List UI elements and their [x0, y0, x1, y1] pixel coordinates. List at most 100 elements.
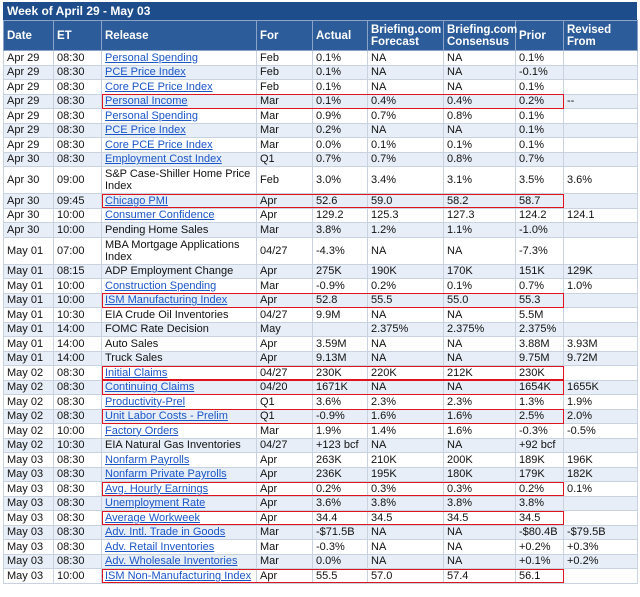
release-link[interactable]: Adv. Wholesale Inventories — [105, 555, 238, 568]
cell-for: 04/27 — [256, 437, 313, 453]
cell-revised: -0.5% — [563, 423, 638, 439]
release-link[interactable]: Chicago PMI — [105, 194, 168, 207]
cell-forecast: NA — [367, 437, 444, 453]
cell-et: 08:30 — [53, 481, 102, 497]
cell-release[interactable]: Adv. Intl. Trade in Goods — [101, 524, 257, 540]
cell-for: Apr — [256, 466, 313, 482]
cell-date: May 03 — [3, 466, 54, 482]
cell-forecast: 0.1% — [367, 137, 444, 153]
col-revised: Revised From — [563, 20, 638, 51]
cell-et: 10:00 — [53, 207, 102, 223]
cell-et: 08:15 — [53, 263, 102, 279]
cell-date: Apr 29 — [3, 108, 54, 124]
release-link[interactable]: Consumer Confidence — [105, 209, 215, 222]
release-link[interactable]: Factory Orders — [105, 424, 179, 437]
cell-forecast: 0.4% — [367, 93, 444, 109]
cell-for: 04/20 — [256, 379, 313, 395]
cell-release[interactable]: Construction Spending — [101, 278, 257, 294]
release-link[interactable]: Adv. Intl. Trade in Goods — [105, 526, 226, 539]
cell-release[interactable]: Employment Cost Index — [101, 151, 257, 167]
cell-release[interactable]: Unemployment Rate — [101, 495, 257, 511]
release-link[interactable]: Personal Spending — [105, 51, 198, 64]
cell-release[interactable]: Nonfarm Payrolls — [101, 452, 257, 468]
cell-revised — [563, 365, 638, 381]
cell-prior: 179K — [515, 466, 564, 482]
cell-release[interactable]: Personal Income — [101, 93, 257, 109]
cell-prior: +0.1% — [515, 553, 564, 569]
release-link[interactable]: Employment Cost Index — [105, 153, 222, 166]
cell-release[interactable]: Factory Orders — [101, 423, 257, 439]
cell-release[interactable]: Average Workweek — [101, 510, 257, 526]
cell-release[interactable]: PCE Price Index — [101, 122, 257, 138]
cell-for: Mar — [256, 93, 313, 109]
release-link[interactable]: Core PCE Price Index — [105, 80, 213, 93]
cell-prior: 34.5 — [515, 510, 564, 526]
release-link[interactable]: Productivity-Prel — [105, 395, 186, 408]
cell-release[interactable]: Adv. Retail Inventories — [101, 539, 257, 555]
cell-for: Apr — [256, 292, 313, 308]
cell-et: 08:30 — [53, 151, 102, 167]
release-link[interactable]: Personal Income — [105, 95, 188, 108]
cell-release[interactable]: Consumer Confidence — [101, 207, 257, 223]
cell-release[interactable]: Personal Spending — [101, 50, 257, 66]
cell-revised: +0.2% — [563, 553, 638, 569]
cell-release[interactable]: Personal Spending — [101, 108, 257, 124]
cell-release[interactable]: ISM Manufacturing Index — [101, 292, 257, 308]
release-link[interactable]: Nonfarm Payrolls — [105, 453, 190, 466]
release-link[interactable]: Core PCE Price Index — [105, 138, 213, 151]
cell-prior: 0.2% — [515, 93, 564, 109]
table-row: May 01 14:00 Truck Sales Apr 9.13M NA NA 9.75M 9… — [3, 350, 638, 366]
cell-release[interactable]: Productivity-Prel — [101, 394, 257, 410]
cell-prior: 0.1% — [515, 108, 564, 124]
cell-release[interactable]: Unit Labor Costs - Prelim — [101, 408, 257, 424]
cell-consensus: NA — [443, 122, 516, 138]
col-forecast: Briefing.com Forecast — [367, 20, 444, 51]
cell-for: Apr — [256, 263, 313, 279]
release-link[interactable]: Avg. Hourly Earnings — [105, 482, 209, 495]
cell-et: 08:30 — [53, 137, 102, 153]
table-row: Apr 30 08:30 Employment Cost Index Q1 0.7% 0.… — [3, 151, 638, 167]
cell-release[interactable]: Chicago PMI — [101, 193, 257, 209]
cell-prior: 0.1% — [515, 50, 564, 66]
release-link[interactable]: ISM Manufacturing Index — [105, 294, 228, 307]
cell-consensus: 0.8% — [443, 151, 516, 167]
cell-for: May — [256, 321, 313, 337]
cell-release[interactable]: Core PCE Price Index — [101, 79, 257, 95]
release-link[interactable]: Initial Claims — [105, 366, 168, 379]
cell-release[interactable]: Avg. Hourly Earnings — [101, 481, 257, 497]
col-release: Release — [101, 20, 257, 51]
release-link[interactable]: Adv. Retail Inventories — [105, 540, 215, 553]
cell-date: May 01 — [3, 307, 54, 323]
release-link[interactable]: PCE Price Index — [105, 124, 186, 137]
cell-release[interactable]: ISM Non-Manufacturing Index — [101, 568, 257, 584]
cell-revised — [563, 307, 638, 323]
release-link[interactable]: Personal Spending — [105, 109, 198, 122]
cell-release[interactable]: Adv. Wholesale Inventories — [101, 553, 257, 569]
cell-actual: 0.0% — [312, 553, 368, 569]
header-row: Date ET Release For Actual Briefing.com … — [3, 20, 638, 51]
cell-consensus: 170K — [443, 263, 516, 279]
table-row: May 03 08:30 Avg. Hourly Earnings Apr 0.2% 0.… — [3, 481, 638, 497]
release-link[interactable]: Construction Spending — [105, 279, 217, 292]
release-link[interactable]: Average Workweek — [105, 511, 200, 524]
release-link[interactable]: Continuing Claims — [105, 381, 195, 394]
cell-release[interactable]: Nonfarm Private Payrolls — [101, 466, 257, 482]
cell-release[interactable]: Core PCE Price Index — [101, 137, 257, 153]
cell-et: 08:30 — [53, 452, 102, 468]
cell-release[interactable]: Initial Claims — [101, 365, 257, 381]
cell-et: 07:00 — [53, 236, 102, 265]
release-link[interactable]: ISM Non-Manufacturing Index — [105, 569, 252, 582]
release-link[interactable]: PCE Price Index — [105, 66, 186, 79]
cell-consensus: 2.375% — [443, 321, 516, 337]
cell-actual — [312, 321, 368, 337]
release-link[interactable]: Nonfarm Private Payrolls — [105, 468, 227, 481]
cell-et: 08:30 — [53, 510, 102, 526]
cell-release[interactable]: Continuing Claims — [101, 379, 257, 395]
release-link[interactable]: Unit Labor Costs - Prelim — [105, 410, 228, 423]
release-link[interactable]: Unemployment Rate — [105, 497, 206, 510]
table-row: Apr 30 09:00 S&P Case-Shiller Home Price I… — [3, 166, 638, 194]
cell-actual: 3.8% — [312, 222, 368, 238]
cell-consensus: 0.1% — [443, 278, 516, 294]
cell-actual: 9.13M — [312, 350, 368, 366]
cell-release[interactable]: PCE Price Index — [101, 64, 257, 80]
